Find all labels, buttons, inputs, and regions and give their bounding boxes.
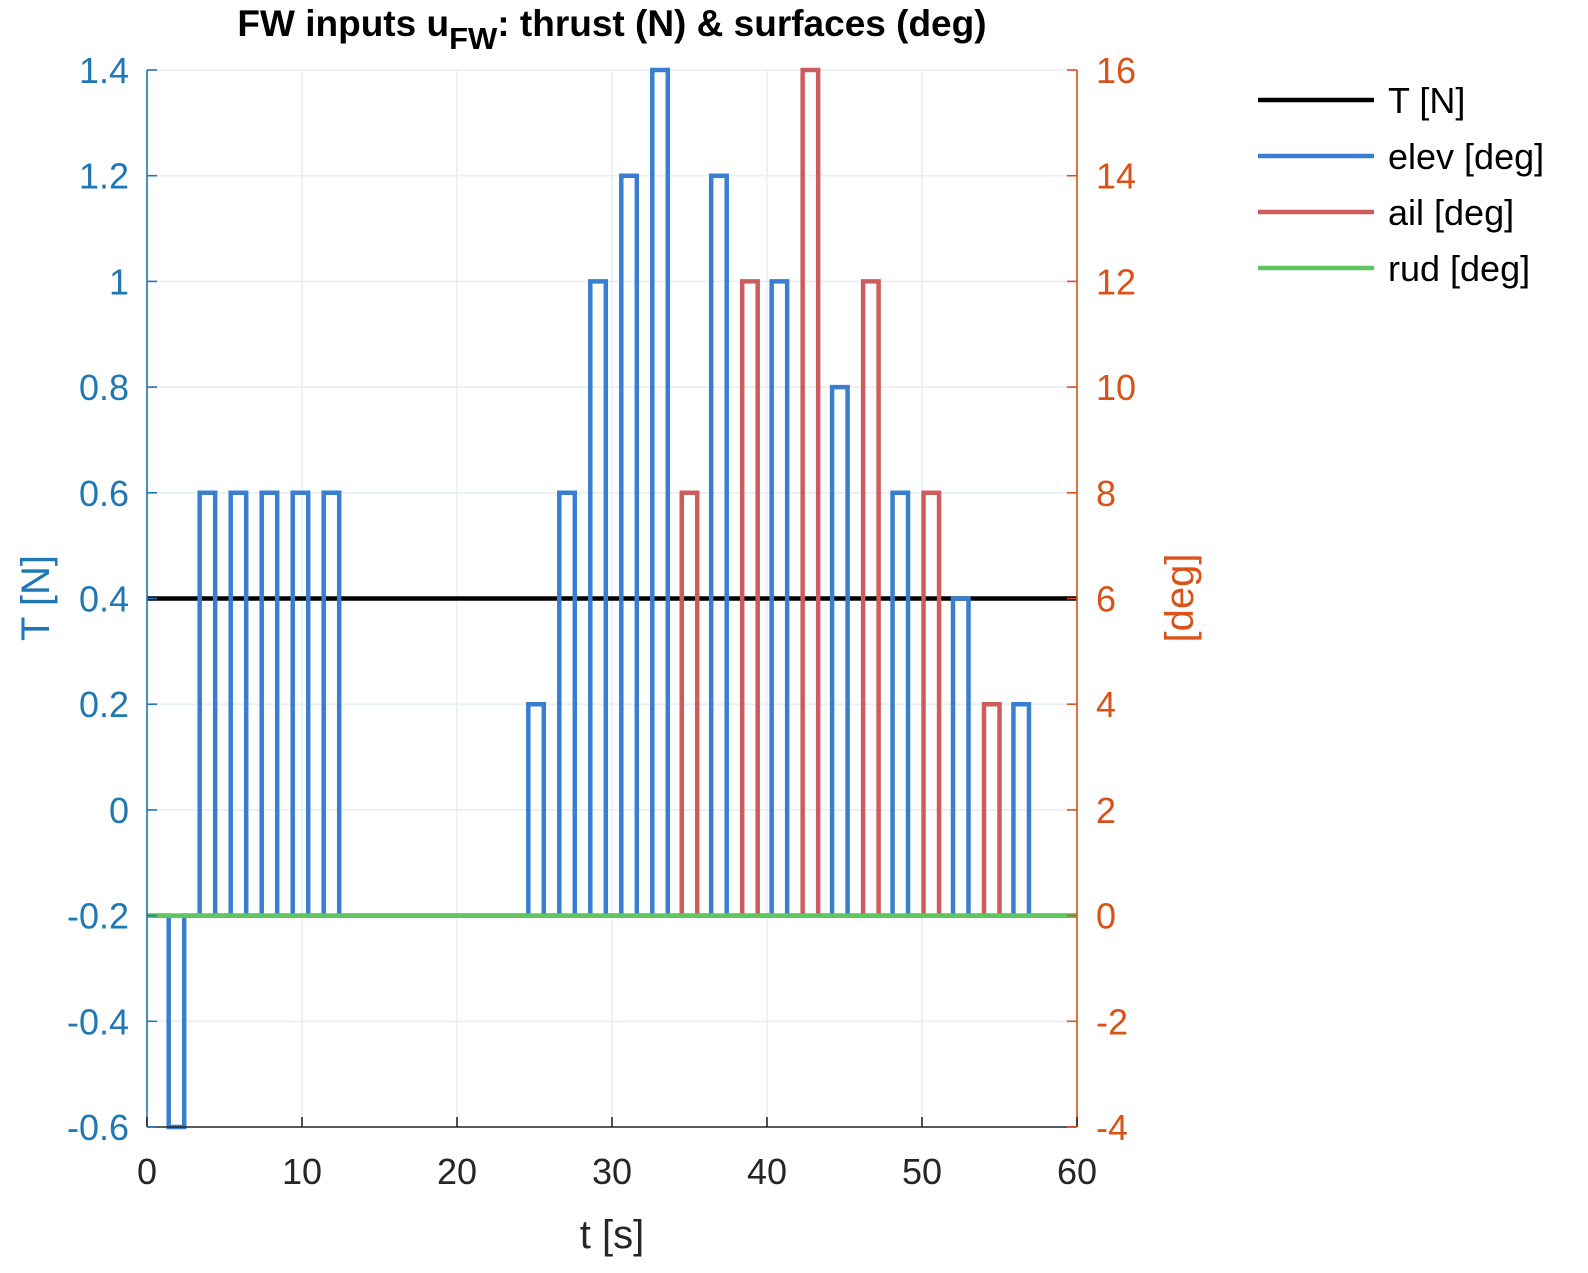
ticks-layer: 0 10 20 30 40 50 60-0.6-0.4-0.200.20.40.60.811… [67, 50, 1136, 1192]
y-right-tick-label-7: 10 [1096, 367, 1136, 408]
chart-title-subscript: FW [449, 21, 498, 56]
y-right-tick-label-6: 8 [1096, 473, 1116, 514]
y-right-tick-label-0: -4 [1096, 1107, 1128, 1148]
y-right-tick-label-3: 2 [1096, 790, 1116, 831]
legend-label-2: ail [deg] [1388, 192, 1514, 233]
chart-title: FW inputs uFW: thrust (N) & surfaces (de… [237, 3, 986, 56]
y-left-tick-label-4: 0.2 [79, 684, 129, 725]
y-right-tick-label-4: 4 [1096, 684, 1116, 725]
legend-label-0: T [N] [1388, 80, 1465, 121]
y-left-tick-label-8: 1 [109, 261, 129, 302]
series-line-1 [147, 67, 1077, 1130]
legend: T [N] elev [deg] ail [deg] rud [deg] [1258, 80, 1544, 289]
x-axis-label: t [s] [580, 1213, 644, 1257]
x-tick-label-0: 0 [137, 1151, 157, 1192]
y-left-tick-label-5: 0.4 [79, 579, 129, 620]
y-axis-label-right: [deg] [1158, 554, 1202, 643]
x-tick-label-1: 10 [282, 1151, 322, 1192]
y-right-tick-label-1: -2 [1096, 1001, 1128, 1042]
legend-label-1: elev [deg] [1388, 136, 1544, 177]
y-right-tick-label-2: 0 [1096, 896, 1116, 937]
y-left-tick-label-7: 0.8 [79, 367, 129, 408]
y-right-tick-label-8: 12 [1096, 261, 1136, 302]
y-left-tick-label-2: -0.2 [67, 896, 129, 937]
y-left-tick-label-0: -0.6 [67, 1107, 129, 1148]
y-left-tick-label-6: 0.6 [79, 473, 129, 514]
chart-title-prefix: FW inputs u [237, 3, 449, 44]
y-left-tick-label-1: -0.4 [67, 1001, 129, 1042]
y-left-tick-label-10: 1.4 [79, 50, 129, 91]
x-tick-label-4: 40 [747, 1151, 787, 1192]
y-right-tick-label-9: 14 [1096, 156, 1136, 197]
chart-title-suffix: : thrust (N) & surfaces (deg) [497, 3, 986, 44]
series-layer [147, 67, 1077, 1130]
x-tick-label-3: 30 [592, 1151, 632, 1192]
x-tick-label-2: 20 [437, 1151, 477, 1192]
y-right-tick-label-5: 6 [1096, 579, 1116, 620]
y-axis-label-left: T [N] [14, 555, 58, 641]
y-right-tick-label-10: 16 [1096, 50, 1136, 91]
legend-label-3: rud [deg] [1388, 248, 1530, 289]
x-tick-label-5: 50 [902, 1151, 942, 1192]
x-tick-label-6: 60 [1057, 1151, 1097, 1192]
y-left-tick-label-3: 0 [109, 790, 129, 831]
y-left-tick-label-9: 1.2 [79, 156, 129, 197]
